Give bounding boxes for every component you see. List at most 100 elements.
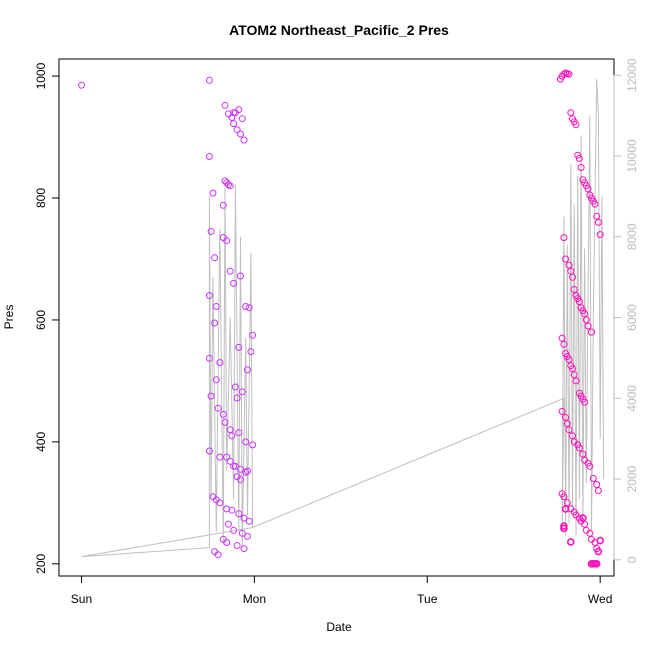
data-point (212, 376, 220, 384)
data-point (78, 81, 85, 89)
y-axis-left: 200 400 600 800 1000 (34, 62, 60, 574)
data-point (224, 110, 232, 118)
data-point (231, 462, 239, 470)
data-point (245, 304, 253, 312)
y2-tick-label: 10000 (625, 139, 639, 173)
data-point (249, 441, 257, 449)
data-point (567, 267, 575, 275)
data-point (572, 377, 580, 385)
data-point (238, 529, 246, 537)
data-point (560, 340, 568, 348)
data-point (223, 237, 231, 245)
data-point (211, 319, 219, 327)
data-point (226, 426, 234, 434)
data-point (216, 499, 224, 507)
data-point (219, 410, 227, 418)
data-point (235, 106, 243, 114)
y-axis-label: Pres (2, 305, 16, 330)
data-point (562, 414, 570, 421)
data-point (223, 539, 231, 546)
data-point (226, 457, 234, 465)
data-point (228, 506, 236, 514)
data-point (209, 189, 217, 197)
data-point (216, 453, 224, 461)
data-point (228, 114, 236, 121)
data-point (238, 388, 246, 396)
data-point (588, 328, 595, 336)
data-point (212, 303, 220, 310)
data-point (237, 476, 244, 484)
data-point (594, 487, 602, 495)
data-point (224, 181, 232, 189)
y-tick-label: 600 (34, 310, 48, 330)
data-point (593, 212, 601, 220)
data-point (560, 493, 568, 501)
data-point (207, 228, 215, 235)
data-point (214, 404, 222, 412)
secondary-line (81, 79, 605, 558)
data-point (560, 522, 568, 530)
y2-tick-label: 0 (625, 556, 639, 563)
data-point (569, 432, 576, 440)
y-tick-label: 200 (34, 553, 48, 573)
x-tick-label: Mon (243, 592, 266, 606)
data-point (594, 218, 602, 226)
data-point (570, 371, 578, 379)
data-point (223, 505, 231, 513)
data-point (565, 426, 573, 434)
data-point (237, 130, 244, 138)
y2-tick-label: 4000 (625, 385, 639, 412)
data-point (245, 517, 253, 525)
data-point (558, 334, 566, 342)
data-point (214, 551, 222, 559)
data-point (586, 462, 594, 470)
data-point (565, 356, 573, 364)
data-point (596, 231, 604, 239)
data-point (233, 394, 241, 402)
data-point (593, 481, 601, 488)
x-tick-label: Tue (417, 592, 438, 606)
data-point (242, 438, 250, 446)
data-point (569, 365, 576, 373)
y-tick-label: 400 (34, 432, 48, 452)
data-point (242, 303, 250, 310)
y2-tick-label: 6000 (625, 304, 639, 331)
data-point (231, 383, 239, 391)
data-point (567, 109, 575, 117)
data-point (205, 292, 213, 300)
data-point (205, 354, 213, 362)
data-point (591, 200, 599, 208)
data-point (589, 475, 597, 482)
data-point (594, 547, 603, 556)
data-point (230, 279, 238, 287)
data-point (237, 465, 244, 473)
data-point (244, 532, 251, 540)
data-point (221, 418, 229, 426)
data-point (233, 126, 241, 134)
data-point (238, 115, 246, 123)
data-point (235, 429, 243, 437)
data-point (249, 331, 257, 339)
y2-tick-label: 2000 (625, 465, 639, 492)
plot-border (58, 58, 615, 577)
data-point (575, 444, 583, 452)
points-layer (78, 69, 605, 568)
data-point (562, 255, 570, 263)
data-point (586, 529, 594, 537)
data-point (235, 510, 243, 518)
data-point (565, 70, 573, 78)
data-point (207, 392, 215, 400)
y2-tick-label: 12000 (625, 58, 639, 92)
x-axis: Sun Mon Tue Wed (71, 575, 612, 606)
data-point (584, 322, 592, 330)
data-point (240, 545, 248, 553)
data-point (226, 267, 234, 275)
data-point (581, 398, 589, 406)
data-point (563, 420, 571, 428)
data-point (592, 559, 601, 568)
data-point (205, 447, 213, 455)
data-point (560, 70, 568, 78)
data-point (560, 524, 568, 533)
data-point (596, 536, 605, 545)
